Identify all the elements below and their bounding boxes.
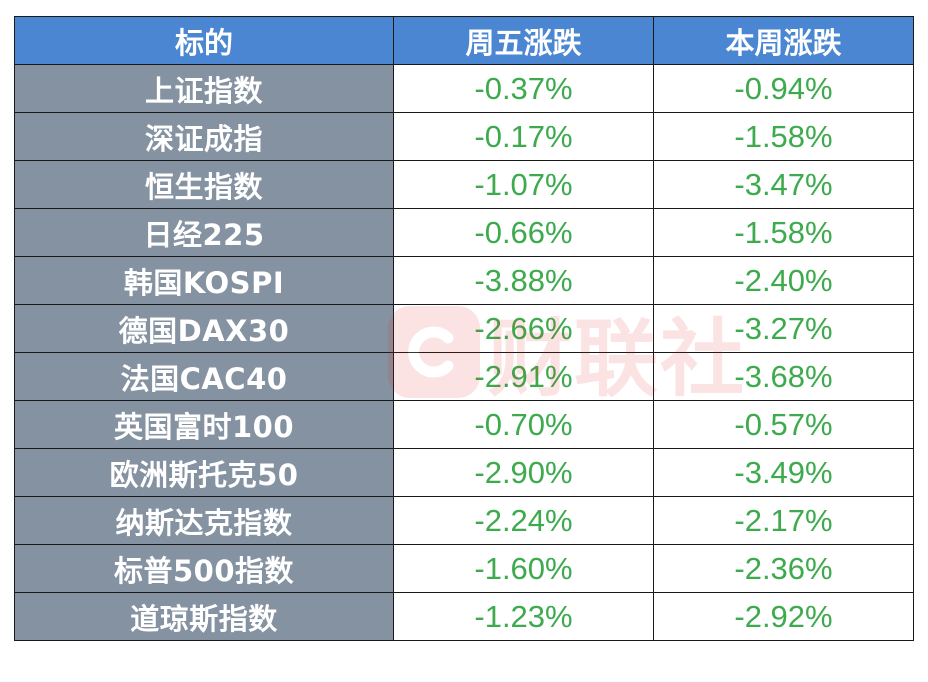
week-change: -2.17%: [653, 496, 914, 545]
week-change: -0.57%: [653, 400, 914, 449]
instrument-name: 深证成指: [14, 112, 394, 161]
instrument-name: 法国CAC40: [14, 352, 394, 401]
week-change: -3.47%: [653, 160, 914, 209]
table-row: 日经225 -0.66% -1.58%: [14, 208, 914, 257]
instrument-name: 恒生指数: [14, 160, 394, 209]
table-row: 欧洲斯托克50 -2.90% -3.49%: [14, 448, 914, 497]
week-change: -3.49%: [653, 448, 914, 497]
friday-change: -0.37%: [393, 64, 654, 113]
friday-change: -1.60%: [393, 544, 654, 593]
week-change: -3.27%: [653, 304, 914, 353]
instrument-name: 上证指数: [14, 64, 394, 113]
instrument-name: 韩国KOSPI: [14, 256, 394, 305]
header-week-change: 本周涨跌: [653, 16, 914, 65]
week-change: -2.40%: [653, 256, 914, 305]
market-change-table: 标的 周五涨跌 本周涨跌 上证指数 -0.37% -0.94% 深证成指 -0.…: [14, 16, 914, 641]
table-row: 德国DAX30 -2.66% -3.27%: [14, 304, 914, 353]
week-change: -2.36%: [653, 544, 914, 593]
table-row: 纳斯达克指数 -2.24% -2.17%: [14, 496, 914, 545]
instrument-name: 英国富时100: [14, 400, 394, 449]
friday-change: -2.91%: [393, 352, 654, 401]
instrument-name: 道琼斯指数: [14, 592, 394, 641]
table-header-row: 标的 周五涨跌 本周涨跌: [14, 16, 914, 65]
table-row: 标普500指数 -1.60% -2.36%: [14, 544, 914, 593]
instrument-name: 纳斯达克指数: [14, 496, 394, 545]
header-friday-change: 周五涨跌: [393, 16, 654, 65]
friday-change: -1.23%: [393, 592, 654, 641]
instrument-name: 欧洲斯托克50: [14, 448, 394, 497]
week-change: -3.68%: [653, 352, 914, 401]
table-row: 道琼斯指数 -1.23% -2.92%: [14, 592, 914, 641]
week-change: -1.58%: [653, 112, 914, 161]
table-row: 深证成指 -0.17% -1.58%: [14, 112, 914, 161]
table-row: 韩国KOSPI -3.88% -2.40%: [14, 256, 914, 305]
week-change: -0.94%: [653, 64, 914, 113]
friday-change: -1.07%: [393, 160, 654, 209]
instrument-name: 德国DAX30: [14, 304, 394, 353]
friday-change: -3.88%: [393, 256, 654, 305]
market-table-container: 标的 周五涨跌 本周涨跌 上证指数 -0.37% -0.94% 深证成指 -0.…: [14, 16, 914, 664]
table-row: 上证指数 -0.37% -0.94%: [14, 64, 914, 113]
friday-change: -2.90%: [393, 448, 654, 497]
friday-change: -2.66%: [393, 304, 654, 353]
week-change: -1.58%: [653, 208, 914, 257]
table-row: 恒生指数 -1.07% -3.47%: [14, 160, 914, 209]
header-instrument: 标的: [14, 16, 394, 65]
instrument-name: 标普500指数: [14, 544, 394, 593]
week-change: -2.92%: [653, 592, 914, 641]
table-row: 法国CAC40 -2.91% -3.68%: [14, 352, 914, 401]
friday-change: -2.24%: [393, 496, 654, 545]
friday-change: -0.66%: [393, 208, 654, 257]
table-row: 英国富时100 -0.70% -0.57%: [14, 400, 914, 449]
friday-change: -0.70%: [393, 400, 654, 449]
friday-change: -0.17%: [393, 112, 654, 161]
instrument-name: 日经225: [14, 208, 394, 257]
